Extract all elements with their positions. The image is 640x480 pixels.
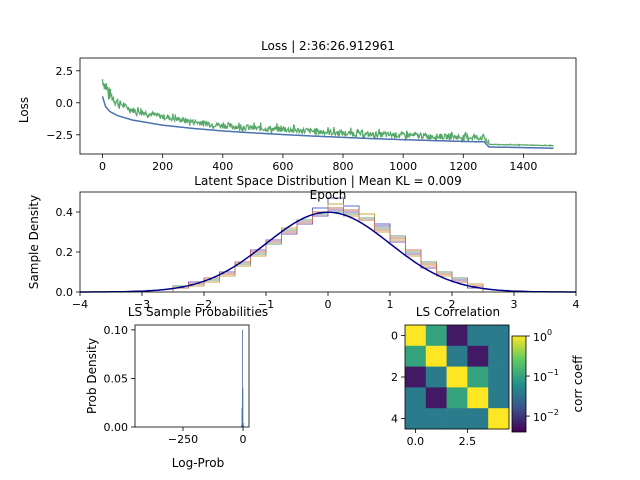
correlation-cell	[405, 408, 427, 430]
correlation-ticks: 0.0 2.5 0 2 4	[391, 329, 476, 448]
correlation-cell	[488, 345, 510, 367]
loss-xtick-label: 1000	[389, 160, 417, 173]
latent-xtick-label: 1	[387, 298, 394, 311]
latent-ytick-label: 0.0	[56, 286, 74, 299]
loss-ticks: 0 200 400 600 800 1000 1200 1400 2.5 0.0 −2.5	[46, 65, 537, 173]
correlation-cell	[425, 345, 447, 367]
correlation-cell	[488, 325, 510, 347]
correlation-title: LS Correlation	[416, 305, 500, 319]
loss-axes-frame	[79, 57, 577, 155]
sample-prob-axes-frame	[134, 324, 250, 428]
colorbar-tick-label: 100	[533, 328, 552, 344]
correlation-axes-frame	[404, 324, 510, 430]
correlation-cell	[467, 345, 489, 367]
sample-prob-ylabel: Prob Density	[85, 338, 99, 414]
latent-histogram-series	[172, 211, 484, 292]
correlation-cell	[425, 387, 447, 409]
loss-xtick-label: 200	[152, 160, 173, 173]
colorbar	[511, 335, 527, 433]
correlation-cell	[405, 366, 427, 388]
correlation-cell	[425, 366, 447, 388]
loss-xtick-label: 0	[99, 160, 106, 173]
loss-ytick-label: 2.5	[56, 65, 74, 78]
correlation-cell	[425, 408, 447, 430]
sample-prob-bar	[242, 329, 243, 427]
loss-xtick-label: 600	[272, 160, 293, 173]
loss-ylabel: Loss	[17, 97, 31, 123]
sample-prob-ytick-label: 0.00	[104, 421, 129, 434]
latent-title: Latent Space Distribution | Mean KL = 0.…	[194, 174, 461, 188]
colorbar-tick-label: 10−2	[533, 408, 559, 424]
correlation-ytick-label: 0	[391, 329, 398, 342]
latent-xtick-label: −4	[72, 298, 88, 311]
sample-prob-ticks: −250 0 0.00 0.05 0.10	[104, 324, 247, 446]
loss-xtick-label: 400	[212, 160, 233, 173]
loss-title: Loss | 2:36:26.912961	[261, 39, 395, 53]
loss-ytick-label: −2.5	[46, 129, 73, 142]
sample-prob-bars	[241, 329, 244, 427]
correlation-cell	[405, 345, 427, 367]
loss-xtick-label: 800	[333, 160, 354, 173]
latent-xtick-label: 4	[573, 298, 580, 311]
correlation-cell	[446, 325, 468, 347]
sample-prob-ytick-label: 0.10	[104, 324, 129, 337]
loss-series-line	[101, 96, 554, 149]
correlation-xtick-label: 2.5	[459, 435, 477, 448]
loss-series	[101, 79, 554, 149]
colorbar-tick-label: 10−1	[533, 368, 559, 384]
correlation-ytick-label: 2	[391, 371, 398, 384]
latent-ylabel: Sample Density	[27, 195, 41, 289]
sample-prob-bar	[241, 407, 243, 427]
loss-xtick-label: 1200	[449, 160, 477, 173]
latent-xtick-label: −1	[258, 298, 274, 311]
latent-xtick-label: 0	[325, 298, 332, 311]
correlation-ytick-label: 4	[391, 413, 398, 426]
sample-prob-bar	[241, 425, 242, 427]
latent-axes-frame	[79, 191, 577, 293]
latent-series	[80, 197, 576, 293]
correlation-cell	[405, 387, 427, 409]
colorbar-ticks: 100 10−1 10−2	[526, 328, 559, 424]
correlation-cell	[425, 325, 447, 347]
latent-xtick-label: −3	[134, 298, 150, 311]
correlation-cell	[467, 366, 489, 388]
latent-ticks: −4 −3 −2 −1 0 1 2 3 4 0.0 0.2 0.4	[56, 206, 580, 311]
loss-xtick-label: 1400	[509, 160, 537, 173]
correlation-cell	[446, 345, 468, 367]
reference-normal-curve	[80, 211, 576, 293]
sample-prob-xlabel: Log-Prob	[172, 456, 224, 470]
latent-panel: −4 −3 −2 −1 0 1 2 3 4 0.0 0.2 0.4 Epoch Latent Spac…	[27, 174, 580, 311]
sample-prob-title: LS Sample Probabilities	[128, 305, 268, 319]
correlation-panel: 0.0 2.5 0 2 4 LS Correlation 100 10−1 10−2 cor…	[391, 305, 585, 448]
latent-xtick-label: −2	[196, 298, 212, 311]
correlation-cell	[488, 408, 510, 430]
correlation-xtick-label: 0.0	[407, 435, 425, 448]
correlation-cell	[467, 387, 489, 409]
correlation-cell	[446, 387, 468, 409]
sample-prob-xtick-label: 0	[240, 433, 247, 446]
sample-prob-xtick-label: −250	[168, 433, 198, 446]
latent-xtick-label: 3	[511, 298, 518, 311]
latent-ytick-label: 0.4	[56, 206, 74, 219]
loss-panel: Loss | 2:36:26.912961 Loss 0 200 400 600 800…	[17, 39, 577, 173]
correlation-cell	[446, 408, 468, 430]
correlation-cell	[446, 366, 468, 388]
sample-prob-panel: −250 0 0.00 0.05 0.10 LS Sample Probabilitie…	[85, 305, 268, 470]
loss-ytick-label: 0.0	[56, 97, 74, 110]
correlation-cell	[467, 325, 489, 347]
sample-prob-bar	[242, 388, 244, 427]
latent-xtick-label: 2	[449, 298, 456, 311]
correlation-cell	[405, 325, 427, 347]
correlation-cell	[488, 366, 510, 388]
loss-series-line	[101, 79, 554, 148]
correlation-cell	[467, 408, 489, 430]
latent-ytick-label: 0.2	[56, 246, 74, 259]
sample-prob-bar	[243, 423, 244, 427]
sample-prob-ytick-label: 0.05	[104, 372, 129, 385]
loss-xlabel: Epoch	[310, 188, 347, 202]
colorbar-label: corr coeff	[571, 355, 585, 413]
correlation-cells	[405, 325, 510, 430]
correlation-cell	[488, 387, 510, 409]
